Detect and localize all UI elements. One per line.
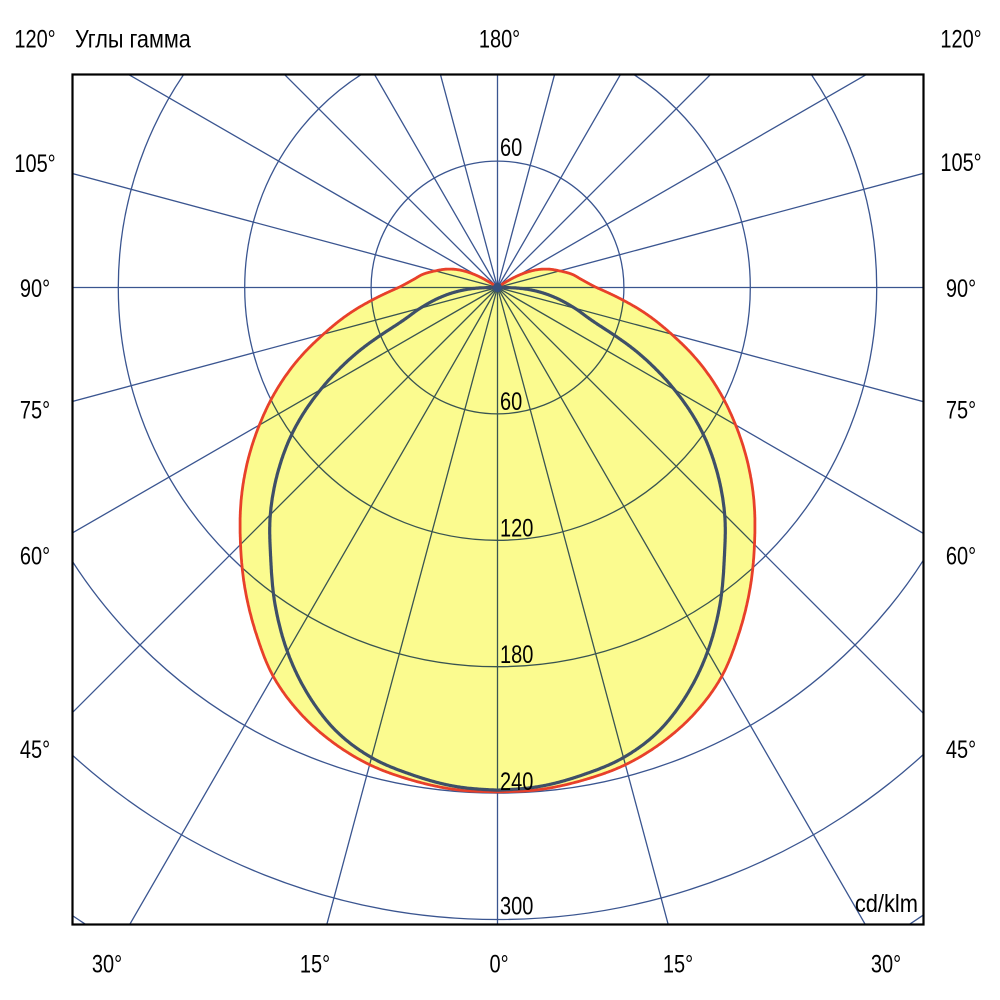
svg-text:120°: 120° <box>940 25 981 53</box>
svg-text:cd/klm: cd/klm <box>855 890 918 918</box>
svg-text:105°: 105° <box>14 150 55 178</box>
svg-text:120: 120 <box>500 514 533 542</box>
svg-text:240: 240 <box>500 768 533 796</box>
svg-text:45°: 45° <box>20 736 50 764</box>
svg-text:180: 180 <box>500 641 533 669</box>
svg-text:300: 300 <box>500 892 533 920</box>
svg-text:15°: 15° <box>663 950 693 978</box>
svg-text:15°: 15° <box>300 950 330 978</box>
svg-text:60°: 60° <box>946 542 976 570</box>
svg-text:45°: 45° <box>946 736 976 764</box>
svg-text:Углы гамма: Углы гамма <box>75 25 192 53</box>
svg-text:75°: 75° <box>946 396 976 424</box>
svg-text:90°: 90° <box>946 275 976 303</box>
svg-text:30°: 30° <box>92 950 122 978</box>
svg-text:60: 60 <box>500 134 522 162</box>
svg-text:60: 60 <box>500 388 522 416</box>
svg-text:60°: 60° <box>20 542 50 570</box>
svg-text:75°: 75° <box>20 396 50 424</box>
svg-text:90°: 90° <box>20 275 50 303</box>
svg-text:30°: 30° <box>871 950 901 978</box>
svg-text:180°: 180° <box>479 25 520 53</box>
svg-text:120°: 120° <box>14 25 55 53</box>
svg-text:0°: 0° <box>489 950 508 978</box>
svg-text:105°: 105° <box>940 149 981 177</box>
